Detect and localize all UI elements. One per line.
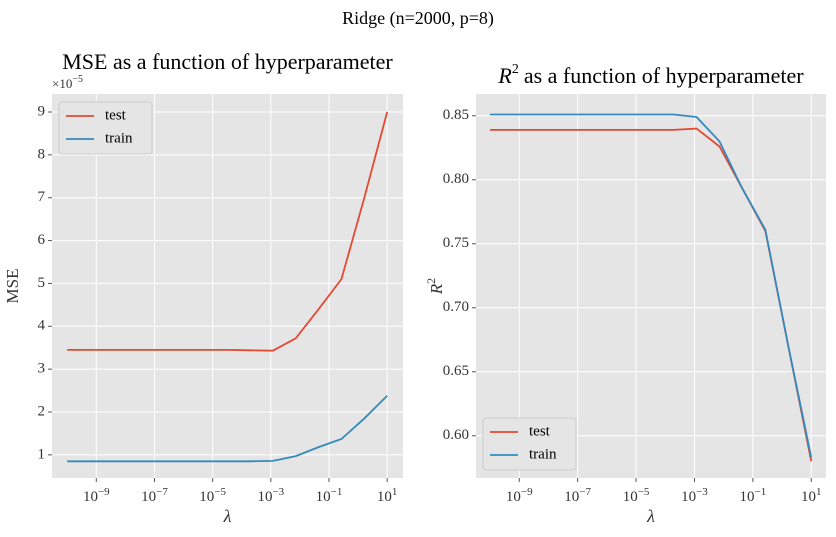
tick-exponent: −1 [754, 486, 766, 498]
y-tick-label: 0.80 [443, 171, 469, 187]
y-label-text: R [427, 283, 446, 295]
x-tick-label: 10−7 [141, 486, 168, 506]
legend-label: test [529, 423, 551, 439]
offset-exponent: −5 [72, 74, 83, 85]
y-tick-label: 0.65 [443, 363, 469, 379]
tick-exponent: −9 [521, 486, 533, 498]
tick-exponent: −7 [156, 486, 168, 498]
series-line [67, 395, 388, 463]
y-axis-label: MSE [3, 269, 22, 304]
title-symbol: R [497, 63, 512, 88]
legend-box [482, 417, 577, 471]
x-tick-label: 101 [377, 486, 398, 506]
x-tick-label: 10−9 [83, 486, 110, 506]
x-tick-label: 10−1 [316, 486, 343, 506]
tick-base: 10 [141, 489, 156, 505]
y-tick-label: 9 [38, 103, 46, 119]
title-text: as a function of hyperparameter [524, 63, 804, 88]
series-line [490, 113, 813, 458]
legend-box [58, 101, 153, 155]
legend-label: train [529, 446, 557, 462]
tick-exponent: −7 [579, 486, 591, 498]
tick-exponent: −5 [638, 486, 650, 498]
y-label-exponent: 2 [424, 278, 438, 284]
chart-title: R2 as a function of hyperparameter [497, 62, 804, 88]
x-tick-label: 10−1 [739, 486, 766, 506]
x-tick-label: 10−7 [564, 486, 591, 506]
x-tick-label: 10−5 [199, 486, 226, 506]
y-tick-label: 0.75 [443, 235, 469, 251]
y-tick-label: 7 [38, 189, 46, 205]
tick-base: 10 [801, 489, 816, 505]
x-tick-label: 10−3 [681, 486, 708, 506]
tick-base: 10 [83, 489, 98, 505]
tick-base: 10 [564, 489, 579, 505]
tick-exponent: −1 [331, 486, 343, 498]
x-tick-label: 101 [801, 486, 822, 506]
chart-title: MSE as a function of hyperparameter [62, 49, 393, 74]
y-label-text: MSE [3, 269, 22, 304]
tick-base: 10 [199, 489, 214, 505]
y-tick-label: 2 [38, 403, 46, 419]
y-axis-label: R2 [424, 278, 446, 295]
tick-base: 10 [377, 489, 392, 505]
tick-base: 10 [681, 489, 696, 505]
legend-label: test [105, 107, 127, 123]
tick-exponent: −3 [696, 486, 708, 498]
y-tick-label: 0.85 [443, 107, 469, 123]
y-tick-label: 6 [38, 232, 46, 248]
tick-exponent: −3 [272, 486, 284, 498]
y-tick-label: 3 [38, 361, 46, 377]
x-axis-label: λ [223, 506, 232, 526]
y-tick-label: 1 [38, 446, 46, 462]
tick-exponent: −9 [98, 486, 110, 498]
offset-base: ×10 [52, 76, 72, 91]
x-tick-label: 10−9 [506, 486, 533, 506]
x-tick-label: 10−5 [623, 486, 650, 506]
x-axis-label: λ [646, 506, 655, 526]
tick-exponent: 1 [392, 486, 398, 498]
y-tick-label: 8 [38, 146, 46, 162]
title-text: MSE as a function of hyperparameter [62, 49, 393, 74]
tick-base: 10 [257, 489, 272, 505]
tick-exponent: 1 [816, 486, 822, 498]
x-tick-label: 10−3 [257, 486, 284, 506]
tick-base: 10 [623, 489, 638, 505]
y-tick-label: 0.60 [443, 427, 469, 443]
title-exponent: 2 [512, 62, 519, 77]
y-tick-label: 0.70 [443, 299, 469, 315]
legend-label: train [105, 130, 133, 146]
tick-exponent: −5 [214, 486, 226, 498]
offset-label: ×10−5 [52, 74, 83, 91]
tick-base: 10 [316, 489, 331, 505]
plot-area [52, 94, 403, 478]
y-tick-label: 5 [38, 275, 46, 291]
tick-base: 10 [739, 489, 754, 505]
tick-base: 10 [506, 489, 521, 505]
series-line [67, 111, 389, 352]
y-tick-label: 4 [38, 318, 46, 334]
plot-area [476, 94, 826, 478]
suptitle: Ridge (n=2000, p=8) [342, 8, 494, 29]
